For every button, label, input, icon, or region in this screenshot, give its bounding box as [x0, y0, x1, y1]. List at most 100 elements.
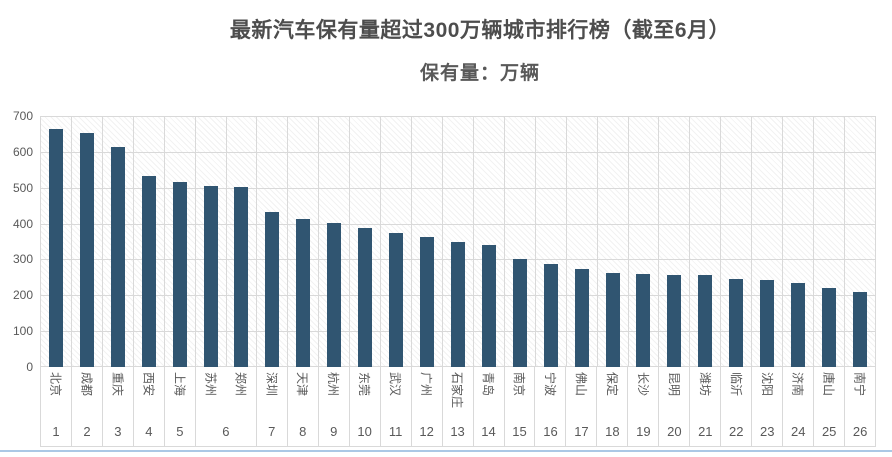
bar-南京 — [512, 259, 527, 367]
bar-东莞 — [358, 227, 373, 367]
x-axis-group: 沈阳 23 — [751, 367, 782, 446]
chart-title: 最新汽车保有量超过300万辆城市排行榜（截至6月） — [229, 19, 731, 42]
city-label: 唐山 — [821, 372, 836, 397]
city-cell: 西安 — [134, 367, 164, 417]
city-cell: 石家庄 — [443, 367, 473, 417]
city-labels-row: 宁波 — [535, 367, 565, 417]
bar-cell — [843, 116, 875, 367]
bar-cell — [472, 116, 504, 367]
rank-label: 5 — [176, 424, 184, 439]
y-axis-tick-label: 300 — [12, 252, 33, 267]
city-label: 佛山 — [573, 372, 588, 397]
bar-cell — [101, 116, 133, 367]
bar-保定 — [605, 273, 620, 367]
x-axis-group: 上海 5 — [163, 367, 195, 446]
rank-label: 11 — [388, 424, 403, 439]
city-label: 石家庄 — [450, 372, 465, 409]
gridline — [40, 116, 875, 117]
bar-cell — [689, 116, 720, 367]
city-labels-row: 东莞 — [350, 367, 380, 417]
rank-label: 12 — [419, 424, 434, 439]
bar-上海 — [172, 181, 187, 367]
x-axis-group: 天津 8 — [286, 367, 318, 446]
bar-杭州 — [327, 222, 342, 367]
x-axis-group: 佛山 17 — [565, 367, 596, 446]
x-axis-group: 西安 4 — [132, 367, 164, 446]
city-label: 宁波 — [542, 372, 557, 397]
x-axis-group: 潍坊 21 — [689, 367, 720, 446]
city-labels-row: 北京 — [41, 367, 71, 417]
city-labels-row: 潍坊 — [690, 367, 720, 417]
city-cell: 济南 — [783, 367, 813, 417]
bar-深圳 — [265, 212, 280, 367]
x-axis-group: 广州 12 — [410, 367, 442, 446]
x-axis-group: 石家庄 13 — [441, 367, 473, 446]
city-cell: 南京 — [505, 367, 535, 417]
city-label: 深圳 — [264, 372, 279, 397]
city-label: 郑州 — [233, 372, 248, 397]
bar-石家庄 — [450, 241, 465, 367]
bar-武汉 — [389, 232, 404, 367]
y-axis-tick-label: 400 — [12, 216, 33, 231]
gridline — [40, 223, 875, 225]
city-label: 青岛 — [481, 372, 496, 397]
city-labels-row: 济南 — [783, 367, 813, 417]
city-label: 潍坊 — [697, 372, 712, 397]
city-cell: 郑州 — [226, 367, 256, 417]
bar-cell — [225, 116, 257, 367]
city-labels-row: 唐山 — [814, 367, 844, 417]
x-axis-group: 东莞 10 — [348, 367, 380, 446]
rank-label: 6 — [222, 424, 230, 439]
bar-cell — [70, 116, 102, 367]
city-labels-row: 青岛 — [474, 367, 504, 417]
rank-label: 18 — [605, 424, 620, 439]
y-axis-tick-label: 200 — [12, 288, 33, 303]
rank-label: 21 — [698, 424, 713, 439]
city-labels-row: 西安 — [134, 367, 164, 417]
rank-label: 17 — [574, 424, 589, 439]
bar-cell — [658, 116, 689, 367]
x-axis-group: 南宁 26 — [844, 367, 875, 446]
y-axis-tick-label: 500 — [12, 180, 33, 195]
city-label: 重庆 — [110, 372, 125, 397]
bar-唐山 — [822, 288, 836, 367]
rank-label: 22 — [729, 424, 744, 439]
city-cell: 杭州 — [319, 367, 349, 417]
rank-label: 7 — [268, 424, 276, 439]
bar-cell — [720, 116, 751, 367]
bar-佛山 — [574, 269, 589, 367]
city-cell: 潍坊 — [690, 367, 720, 417]
city-label: 成都 — [79, 372, 94, 397]
x-axis-group: 唐山 25 — [813, 367, 844, 446]
bar-cell — [751, 116, 782, 367]
city-label: 武汉 — [388, 372, 403, 397]
plot-area — [40, 116, 876, 367]
city-label: 东莞 — [357, 372, 372, 397]
city-labels-row: 杭州 — [319, 367, 349, 417]
city-cell: 昆明 — [659, 367, 689, 417]
rank-label: 26 — [852, 424, 868, 439]
x-axis-group: 临沂 22 — [720, 367, 751, 446]
rank-label: 25 — [821, 424, 837, 439]
bar-cell — [441, 116, 473, 367]
bar-cell — [380, 116, 411, 367]
bar-昆明 — [667, 274, 682, 367]
bar-cell — [534, 116, 566, 367]
rank-label: 9 — [330, 424, 338, 439]
city-labels-row: 天津 — [288, 367, 318, 417]
rank-label: 4 — [145, 424, 153, 439]
city-cell: 广州 — [412, 367, 442, 417]
city-cell: 成都 — [72, 367, 102, 417]
city-cell: 保定 — [597, 367, 627, 417]
bar-cell — [349, 116, 380, 367]
x-axis-group: 南京 15 — [503, 367, 535, 446]
city-label: 天津 — [295, 372, 310, 397]
rank-label: 3 — [114, 424, 122, 439]
city-label: 西安 — [141, 372, 156, 397]
city-labels-row: 长沙 — [628, 367, 658, 417]
rank-label: 19 — [636, 424, 651, 439]
x-axis-group: 长沙 19 — [627, 367, 658, 446]
bar-cell — [411, 116, 442, 367]
bar-青岛 — [481, 245, 496, 367]
city-cell: 宁波 — [535, 367, 565, 417]
